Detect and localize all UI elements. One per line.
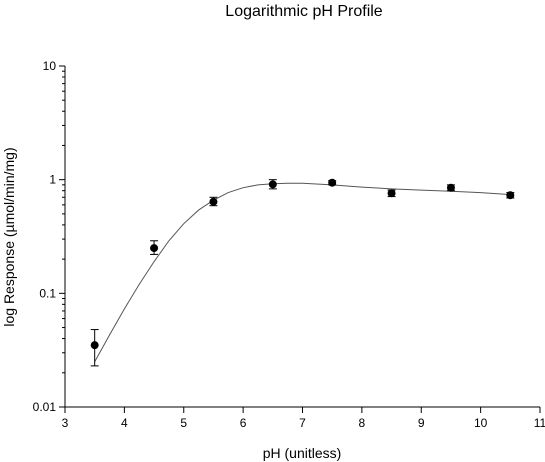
x-tick-label-3: 3 — [62, 416, 69, 430]
data-point-1 — [150, 244, 159, 253]
fit-curve-line — [94, 182, 511, 363]
chart-title: Logarithmic pH Profile — [225, 3, 383, 20]
data-point-6 — [446, 183, 455, 192]
x-tick-label-6: 6 — [240, 416, 247, 430]
data-point-2 — [209, 197, 218, 206]
data-point-5 — [387, 189, 396, 198]
x-tick-label-7: 7 — [299, 416, 306, 430]
x-tick-label-9: 9 — [418, 416, 425, 430]
x-axis-label: pH (unitless) — [263, 445, 342, 461]
x-tick-label-11: 11 — [534, 416, 545, 430]
x-tick-label-8: 8 — [359, 416, 366, 430]
x-tick-label-10: 10 — [474, 416, 488, 430]
y-tick-label-0.1: 0.1 — [39, 286, 56, 300]
y-tick-label-0.01: 0.01 — [33, 400, 57, 414]
data-point-0 — [90, 341, 99, 350]
y-tick-label-10: 10 — [43, 59, 57, 73]
x-tick-label-4: 4 — [121, 416, 128, 430]
data-point-7 — [506, 191, 515, 200]
plot-area: 3 4 5 6 7 8 9 10 11 0.01 0.1 1 10 — [33, 59, 545, 430]
data-point-3 — [268, 180, 277, 189]
y-tick-label-1: 1 — [49, 173, 56, 187]
y-axis-label: log Response (µmol/min/mg) — [1, 147, 17, 326]
x-tick-label-5: 5 — [180, 416, 187, 430]
data-point-4 — [328, 178, 337, 187]
